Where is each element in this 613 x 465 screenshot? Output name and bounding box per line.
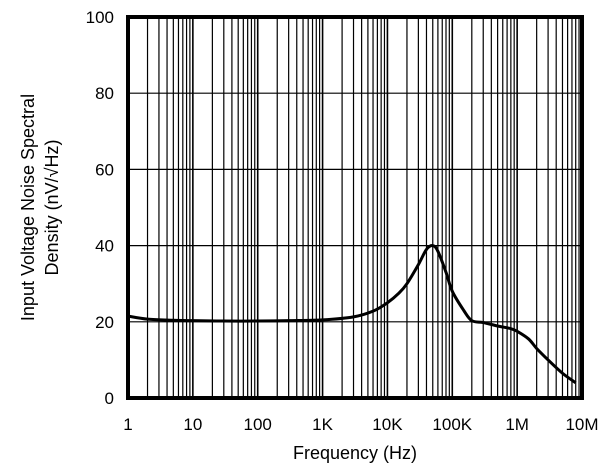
x-tick-label: 1K [312, 415, 333, 434]
y-tick-label: 20 [95, 313, 114, 332]
series-line [127, 244, 577, 384]
y-tick-label: 80 [95, 84, 114, 103]
y-tick-label: 60 [95, 160, 114, 179]
x-tick-label: 10M [565, 415, 598, 434]
y-axis-title-line1: Input Voltage Noise Spectral [18, 94, 38, 321]
x-tick-label: 100 [244, 415, 272, 434]
x-tick-label: 1M [505, 415, 529, 434]
plot-frame [126, 15, 584, 400]
y-tick-label: 0 [105, 389, 114, 408]
x-tick-label: 10 [183, 415, 202, 434]
series-layer [127, 244, 577, 384]
x-tick-label: 100K [432, 415, 472, 434]
x-tick-label: 1 [123, 415, 132, 434]
y-tick-label: 40 [95, 237, 114, 256]
y-tick-label: 100 [86, 8, 114, 27]
y-tick-labels: 0 20 40 60 80 100 [86, 8, 114, 408]
grid [127, 16, 583, 399]
x-tick-labels: 1 10 100 1K 10K 100K 1M 10M [123, 415, 598, 434]
x-tick-label: 10K [372, 415, 403, 434]
x-axis-title: Frequency (Hz) [293, 443, 417, 463]
y-axis-title-line2: Density (nV/√Hz) [42, 140, 62, 276]
